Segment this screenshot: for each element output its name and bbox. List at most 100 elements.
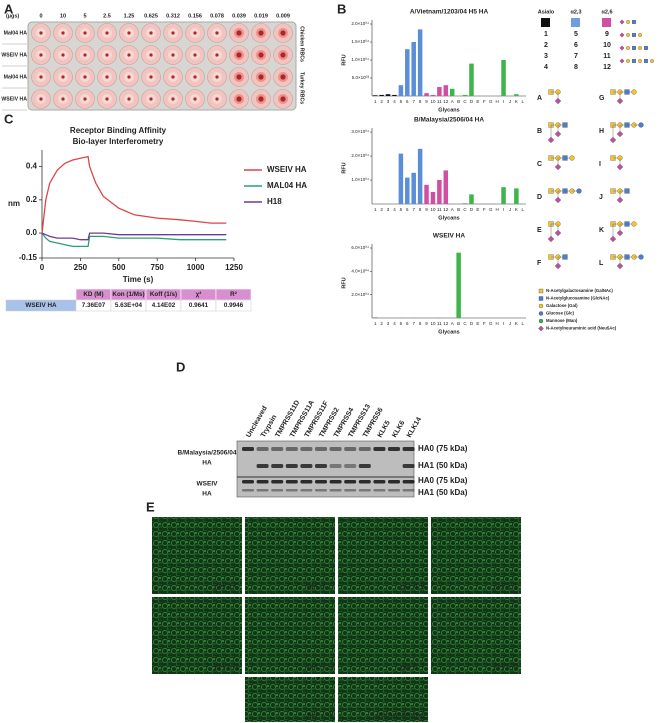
- x-tick-label: 11: [437, 321, 442, 326]
- glycan-letter: B: [537, 128, 542, 135]
- glycan-symbol: [547, 136, 555, 144]
- band: [358, 447, 371, 451]
- band: [344, 447, 357, 451]
- x-tick-label: 500: [112, 263, 126, 272]
- x-tick-label: 3: [387, 207, 390, 212]
- x-tick-label: 3: [387, 99, 390, 104]
- pellet: [236, 52, 242, 58]
- band: [256, 447, 269, 451]
- glycan-symbol: [616, 229, 624, 237]
- bar: [501, 60, 506, 96]
- cell-text: 4.14E02: [152, 302, 176, 309]
- micrograph: [431, 597, 521, 674]
- x-tick-label: C: [463, 321, 467, 326]
- table-cell: [215, 299, 252, 312]
- micrograph-label: pH 4.9: [400, 581, 425, 591]
- pellet: [83, 75, 87, 79]
- band-label: HA1 (50 kDa): [418, 488, 468, 497]
- x-tick-label: 4: [393, 99, 396, 104]
- chart-title: Receptor Binding Affinity: [70, 126, 167, 135]
- x-tick-label: 1250: [225, 263, 243, 272]
- micrograph-shade: [338, 597, 428, 674]
- header-text: Kon (1/Ms): [112, 291, 144, 298]
- band: [358, 480, 371, 484]
- band-label: HA1 (50 kDa): [418, 461, 468, 470]
- glycan-number: 2: [544, 42, 548, 49]
- pellet: [127, 31, 131, 35]
- glycan-letter: K: [599, 227, 604, 234]
- legend-label: MAL04 HA: [267, 181, 307, 190]
- glycan-number: 11: [603, 53, 611, 60]
- key-label: N-Acetylglucosamine (GlcNAc): [546, 296, 610, 301]
- glycan-symbol: [538, 318, 544, 324]
- y-tick-label: 1.5×10⁰⁴: [351, 39, 369, 44]
- glycan-symbol: [619, 32, 625, 38]
- x-axis-label: Glycans: [438, 107, 459, 113]
- x-tick-label: L: [522, 99, 525, 104]
- y-tick-label: 6.0×10⁰⁴: [351, 245, 369, 250]
- x-tick-label: E: [476, 207, 479, 212]
- band: [285, 489, 298, 492]
- band: [285, 447, 298, 451]
- pellet: [83, 53, 87, 57]
- band: [344, 464, 357, 468]
- band: [242, 447, 254, 451]
- pellet: [105, 53, 109, 57]
- glycan-number: 7: [574, 53, 578, 60]
- bar: [456, 252, 461, 318]
- header-text: R²: [230, 291, 237, 298]
- pellet: [215, 97, 219, 101]
- cell-text: 0.9641: [189, 302, 209, 309]
- pellet: [105, 31, 109, 35]
- bar: [514, 94, 519, 96]
- glycan-number: 3: [544, 53, 548, 60]
- glycan-symbol: [632, 20, 636, 24]
- pellet: [105, 75, 109, 79]
- pellet: [61, 31, 65, 35]
- panel-label: D: [176, 359, 185, 374]
- glycan-symbol: [632, 46, 636, 50]
- glycan-symbol: [616, 196, 624, 204]
- glycan-symbol: [562, 254, 568, 260]
- band: [300, 447, 313, 451]
- glycan-symbol: [538, 325, 544, 332]
- y-tick-label: 0.4: [26, 162, 38, 171]
- x-tick-label: E: [476, 321, 479, 326]
- chart-title: B/Malaysia/2506/04 HA: [414, 117, 484, 124]
- band: [358, 489, 371, 492]
- band: [256, 489, 269, 492]
- band: [256, 480, 269, 484]
- x-tick-label: C: [463, 99, 467, 104]
- x-tick-label: I: [503, 99, 504, 104]
- pellet: [258, 30, 264, 36]
- bar: [411, 42, 416, 96]
- header-text: χ²: [196, 291, 202, 298]
- bar: [385, 94, 391, 96]
- x-tick-label: 10: [430, 321, 436, 326]
- glycan-number: 5: [574, 31, 578, 38]
- glycan-symbol: [554, 262, 562, 270]
- band: [402, 447, 415, 451]
- micrograph: [152, 517, 242, 594]
- band: [329, 464, 342, 468]
- x-tick-label: 6: [406, 321, 409, 326]
- y-axis-label: RFU: [341, 162, 347, 173]
- asialo-icon: [541, 18, 550, 27]
- micrograph: [338, 677, 428, 722]
- glycan-symbol: [554, 130, 562, 138]
- glycan-number: 1: [544, 31, 548, 38]
- bar: [411, 172, 416, 204]
- bar: [405, 49, 410, 96]
- y-tick-label: 0.0: [26, 228, 38, 237]
- x-tick-label: K: [515, 321, 518, 326]
- x-tick-label: L: [522, 321, 525, 326]
- band: [315, 447, 327, 451]
- x-axis-label: Glycans: [438, 215, 459, 221]
- series-line: [41, 232, 227, 241]
- band: [300, 464, 313, 468]
- bar: [424, 93, 429, 96]
- x-tick-label: 9: [425, 207, 428, 212]
- cell-text: 0.9946: [224, 302, 244, 309]
- band: [388, 447, 400, 451]
- band-label: HA0 (75 kDa): [418, 444, 468, 453]
